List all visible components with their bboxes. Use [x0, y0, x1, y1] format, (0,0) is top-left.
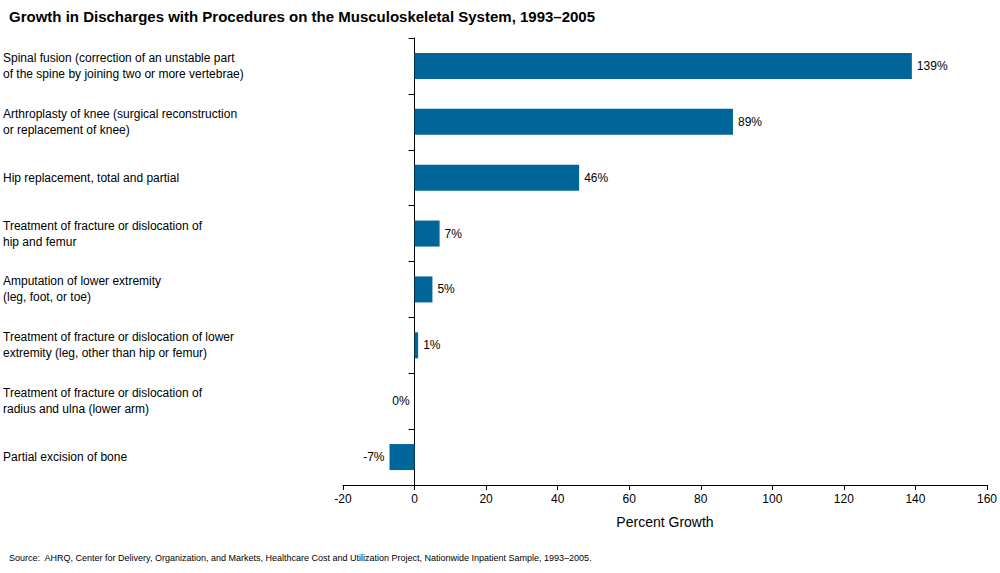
svg-text:Treatment of fracture or dislo: Treatment of fracture or dislocation of [3, 386, 203, 400]
svg-text:5%: 5% [437, 282, 455, 296]
svg-text:80: 80 [694, 492, 708, 506]
svg-text:Hip replacement, total and par: Hip replacement, total and partial [3, 171, 179, 185]
svg-text:40: 40 [551, 492, 565, 506]
svg-text:-20: -20 [334, 492, 352, 506]
svg-text:or replacement of knee): or replacement of knee) [3, 123, 130, 137]
svg-text:1%: 1% [423, 338, 441, 352]
svg-text:0%: 0% [392, 394, 410, 408]
svg-text:Source: AHRQ, Center for Deli: Source: AHRQ, Center for Delivery, Organ… [9, 553, 592, 563]
svg-text:Treatment of fracture or dislo: Treatment of fracture or dislocation of [3, 219, 203, 233]
svg-text:0: 0 [411, 492, 418, 506]
svg-text:Partial excision of bone: Partial excision of bone [3, 450, 127, 464]
svg-text:Treatment of fracture or dislo: Treatment of fracture or dislocation of … [3, 330, 234, 344]
svg-text:139%: 139% [917, 59, 948, 73]
svg-text:120: 120 [834, 492, 854, 506]
svg-text:89%: 89% [738, 115, 762, 129]
svg-text:100: 100 [762, 492, 782, 506]
svg-text:radius and ulna (lower arm): radius and ulna (lower arm) [3, 402, 149, 416]
svg-text:7%: 7% [445, 227, 463, 241]
svg-text:extremity (leg, other than hip: extremity (leg, other than hip or femur) [3, 346, 207, 360]
svg-text:Arthroplasty of knee (surgical: Arthroplasty of knee (surgical reconstru… [3, 107, 237, 121]
svg-text:160: 160 [977, 492, 997, 506]
svg-text:(leg, foot, or toe): (leg, foot, or toe) [3, 290, 91, 304]
svg-text:140: 140 [905, 492, 925, 506]
svg-text:20: 20 [479, 492, 493, 506]
svg-text:Percent Growth: Percent Growth [616, 514, 713, 530]
svg-text:-7%: -7% [363, 450, 385, 464]
svg-text:60: 60 [623, 492, 637, 506]
svg-text:46%: 46% [584, 171, 608, 185]
svg-text:hip and femur: hip and femur [3, 235, 76, 249]
svg-text:of the spine by joining two or: of the spine by joining two or more vert… [3, 67, 244, 81]
svg-text:Growth in Discharges with Proc: Growth in Discharges with Procedures on … [9, 8, 595, 25]
svg-text:Amputation of lower extremity: Amputation of lower extremity [3, 274, 161, 288]
svg-text:Spinal fusion (correction of a: Spinal fusion (correction of an unstable… [3, 51, 235, 65]
